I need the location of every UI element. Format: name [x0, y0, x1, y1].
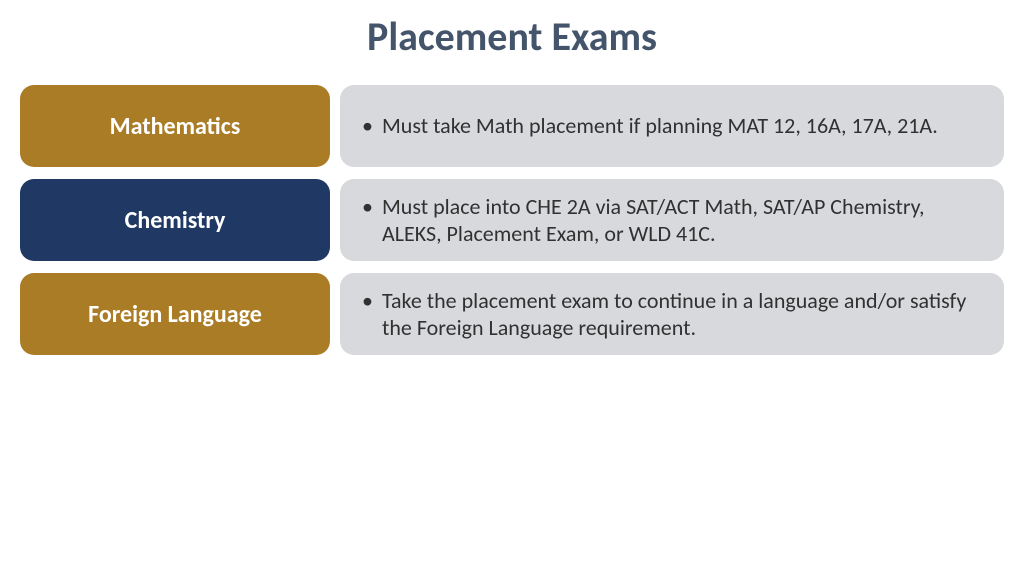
label-text: Foreign Language	[88, 300, 262, 329]
label-mathematics: Mathematics	[20, 85, 330, 167]
label-text: Mathematics	[110, 112, 241, 141]
page-title: Placement Exams	[20, 12, 1004, 61]
desc-chemistry: Must place into CHE 2A via SAT/ACT Math,…	[340, 179, 1004, 261]
label-foreign-language: Foreign Language	[20, 273, 330, 355]
desc-mathematics: Must take Math placement if planning MAT…	[340, 85, 1004, 167]
rows-container: Mathematics Must take Math placement if …	[20, 85, 1004, 355]
desc-text: Take the placement exam to continue in a…	[362, 287, 982, 342]
label-text: Chemistry	[125, 206, 226, 235]
row-mathematics: Mathematics Must take Math placement if …	[20, 85, 1004, 167]
desc-foreign-language: Take the placement exam to continue in a…	[340, 273, 1004, 355]
desc-text: Must take Math placement if planning MAT…	[362, 112, 938, 140]
slide-container: Placement Exams Mathematics Must take Ma…	[0, 0, 1024, 576]
row-chemistry: Chemistry Must place into CHE 2A via SAT…	[20, 179, 1004, 261]
desc-text: Must place into CHE 2A via SAT/ACT Math,…	[362, 193, 982, 248]
row-foreign-language: Foreign Language Take the placement exam…	[20, 273, 1004, 355]
label-chemistry: Chemistry	[20, 179, 330, 261]
